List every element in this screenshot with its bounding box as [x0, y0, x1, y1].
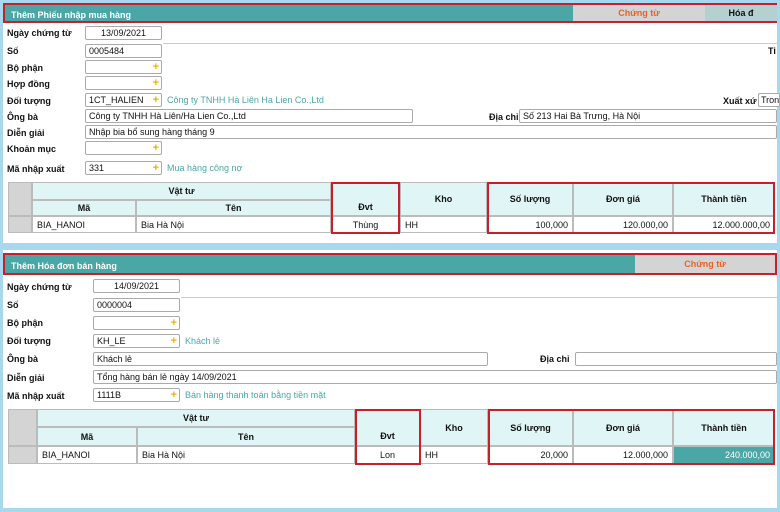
xuatxu-select[interactable]: Tron	[758, 93, 780, 107]
plus-icon[interactable]: +	[170, 317, 177, 329]
vattu-header: Vật tư	[32, 182, 331, 200]
plus-icon[interactable]: +	[152, 94, 159, 106]
ongba-input[interactable]: Khách lẻ	[93, 352, 488, 366]
col-ma: Mã	[32, 200, 136, 216]
manx-input[interactable]: 1111B +	[93, 388, 180, 402]
vattu-header: Vật tư	[37, 409, 355, 427]
so-label: Số	[7, 46, 19, 56]
purchase-title: Thêm Phiếu nhập mua hàng	[11, 10, 132, 20]
plus-icon[interactable]: +	[170, 389, 177, 401]
sales-panel: Thêm Hóa đơn bán hàng Chứng từ Ngày chứn…	[3, 250, 777, 508]
cell-ma[interactable]: BIA_HANOI	[37, 446, 137, 464]
tab-chung-tu[interactable]: Chứng từ	[573, 5, 705, 21]
row-header-gutter	[8, 409, 37, 446]
manx-label: Mã nhập xuất	[7, 164, 65, 174]
cell-kho[interactable]: HH	[400, 216, 487, 233]
manx-label: Mã nhập xuất	[7, 391, 65, 401]
ngay-label: Ngày chứng từ	[7, 282, 72, 292]
row-selector[interactable]	[8, 446, 37, 464]
ongba-input[interactable]: Công ty TNHH Hà Liên/Ha Lien Co.,Ltd	[85, 109, 413, 123]
plus-icon[interactable]: +	[152, 77, 159, 89]
col-ma: Mã	[37, 427, 137, 446]
col-kho: Kho	[400, 182, 487, 216]
cell-kho[interactable]: HH	[420, 446, 488, 464]
plus-icon[interactable]: +	[152, 162, 159, 174]
manx-name: Bán hàng thanh toán bằng tiền mặt	[185, 390, 326, 400]
tab-chung-tu[interactable]: Chứng từ	[635, 255, 775, 273]
row-selector[interactable]	[8, 216, 32, 233]
plus-icon[interactable]: +	[170, 335, 177, 347]
khoanmuc-input[interactable]: +	[85, 141, 162, 155]
hopdong-input[interactable]: +	[85, 76, 162, 90]
ongba-label: Ông bà	[7, 112, 38, 122]
highlight-amounts	[488, 409, 775, 465]
highlight-dvt	[331, 182, 400, 234]
highlight-amounts	[487, 182, 775, 234]
sales-title: Thêm Hóa đơn bán hàng	[11, 261, 117, 271]
tien-label: Ti	[768, 46, 776, 56]
diachi-label: Địa chỉ	[540, 354, 570, 364]
purchase-panel: Thêm Phiếu nhập mua hàng Chứng từ Hóa đ …	[3, 3, 780, 243]
row-header-gutter	[8, 182, 32, 216]
plus-icon[interactable]: +	[152, 61, 159, 73]
diachi-input[interactable]	[575, 352, 777, 366]
so-input[interactable]: 0005484	[85, 44, 162, 58]
ngay-input[interactable]: 14/09/2021	[93, 279, 180, 293]
doituong-input[interactable]: 1CT_HALIEN +	[85, 93, 162, 107]
col-thanh-tien: Thành tiền	[673, 409, 775, 446]
hopdong-label: Hợp đồng	[7, 79, 50, 89]
diachi-label: Địa chỉ	[489, 112, 519, 122]
sales-header: Thêm Hóa đơn bán hàng Chứng từ	[3, 253, 777, 275]
bophan-input[interactable]: +	[85, 60, 162, 74]
ngay-label: Ngày chứng từ	[7, 28, 72, 38]
diengiai-label: Diễn giải	[7, 373, 45, 383]
col-so-luong: Số lượng	[487, 182, 573, 216]
purchase-header: Thêm Phiếu nhập mua hàng Chứng từ Hóa đ	[3, 3, 777, 23]
bophan-label: Bộ phận	[7, 63, 43, 73]
col-ten: Tên	[136, 200, 331, 216]
diachi-input[interactable]: Số 213 Hai Bà Trưng, Hà Nội	[519, 109, 777, 123]
cell-ten[interactable]: Bia Hà Nội	[137, 446, 355, 464]
khoanmuc-label: Khoản mục	[7, 144, 57, 154]
doituong-label: Đối tượng	[7, 96, 51, 106]
plus-icon[interactable]: +	[152, 142, 159, 154]
doituong-name: Công ty TNHH Hà Liên Ha Lien Co.,Ltd	[167, 95, 324, 105]
manx-input[interactable]: 331 +	[85, 161, 162, 175]
so-input[interactable]: 0000004	[93, 298, 180, 312]
manx-name: Mua hàng công nợ	[167, 163, 243, 173]
bophan-input[interactable]: +	[93, 316, 180, 330]
so-label: Số	[7, 300, 19, 310]
col-kho: Kho	[420, 409, 488, 446]
cell-ma[interactable]: BIA_HANOI	[32, 216, 136, 233]
tab-hoa-don[interactable]: Hóa đ	[705, 5, 777, 21]
col-ten: Tên	[137, 427, 355, 446]
diengiai-input[interactable]: Nhập bia bổ sung hàng tháng 9	[85, 125, 777, 139]
diengiai-input[interactable]: Tổng hàng bán lẻ ngày 14/09/2021	[93, 370, 777, 384]
highlight-dvt	[355, 409, 421, 465]
doituong-input[interactable]: KH_LE +	[93, 334, 180, 348]
col-so-luong: Số lượng	[488, 409, 573, 446]
doituong-name: Khách lẻ	[185, 336, 221, 346]
xuatxu-label: Xuất xứ	[723, 96, 757, 106]
ongba-label: Ông bà	[7, 354, 38, 364]
diengiai-label: Diễn giải	[7, 128, 45, 138]
bophan-label: Bộ phận	[7, 318, 43, 328]
doituong-label: Đối tượng	[7, 336, 51, 346]
cell-ten[interactable]: Bia Hà Nội	[136, 216, 331, 233]
ngay-input[interactable]: 13/09/2021	[85, 26, 162, 40]
